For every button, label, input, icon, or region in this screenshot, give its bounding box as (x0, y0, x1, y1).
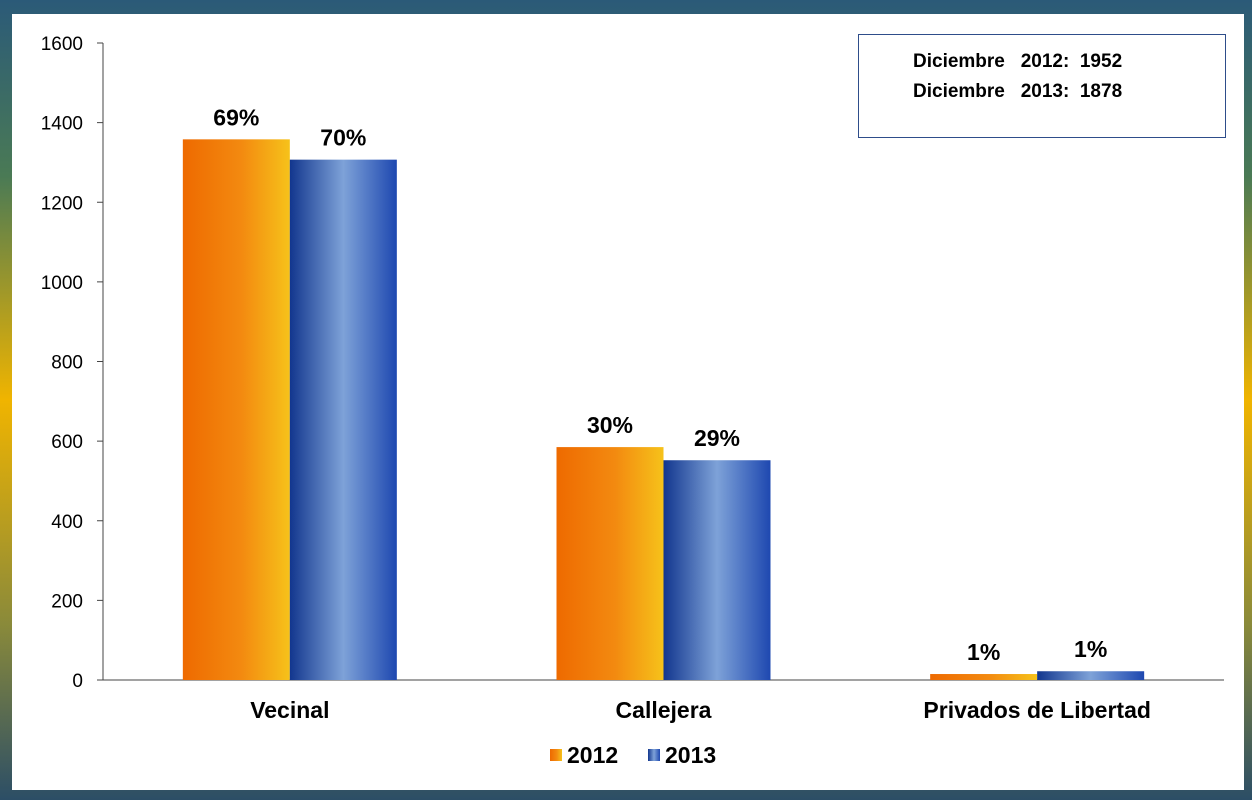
bar-2013-vecinal (289, 159, 397, 680)
y-tick-label: 800 (51, 353, 83, 374)
y-tick-label: 0 (72, 671, 83, 692)
bar-chart: 0 200 400 600 800 1000 1200 1400 1600 69% 70% Veci… (41, 34, 1224, 768)
y-tick-label: 1000 (41, 273, 83, 294)
legend-swatch-2013 (648, 749, 660, 761)
totals-info-box: Diciembre 2012: 1952 Diciembre 2013: 187… (858, 34, 1226, 138)
bar-2012-callejera (556, 447, 664, 680)
category-label: Vecinal (250, 697, 329, 723)
bar-2013-privados-de-libertad (1037, 671, 1145, 680)
bar-2013-callejera (663, 460, 771, 680)
legend-label-2013: 2013 (665, 742, 716, 768)
chart-frame: 0 200 400 600 800 1000 1200 1400 1600 69% 70% Veci… (12, 14, 1244, 790)
data-label-2012-2: 1% (967, 639, 1000, 665)
bars (182, 139, 1145, 680)
bar-2012-vecinal (182, 139, 290, 680)
labels: 69% 70% Vecinal 30% 29% Callejera 1% 1% Privados… (213, 104, 1151, 723)
y-tick-label: 1600 (41, 34, 83, 55)
category-label: Privados de Libertad (923, 697, 1151, 723)
data-label-2012-0: 69% (213, 104, 259, 130)
data-label-2013-0: 70% (320, 125, 366, 151)
y-tick-label: 400 (51, 512, 83, 533)
info-line-2012: Diciembre 2012: 1952 (913, 51, 1123, 72)
info-line-2013: Diciembre 2013: 1878 (913, 81, 1123, 102)
data-label-2013-1: 29% (694, 425, 740, 451)
y-tick-label: 200 (51, 591, 83, 612)
data-label-2012-1: 30% (587, 412, 633, 438)
axes: 0 200 400 600 800 1000 1200 1400 1600 (41, 34, 1224, 692)
legend: 2012 2013 (550, 742, 716, 768)
bar-2012-privados-de-libertad (930, 674, 1038, 680)
legend-swatch-2012 (550, 749, 562, 761)
category-label: Callejera (616, 697, 712, 723)
legend-label-2012: 2012 (567, 742, 618, 768)
y-tick-label: 600 (51, 432, 83, 453)
data-label-2013-2: 1% (1074, 636, 1107, 662)
y-tick-label: 1200 (41, 193, 83, 214)
y-tick-label: 1400 (41, 114, 83, 135)
